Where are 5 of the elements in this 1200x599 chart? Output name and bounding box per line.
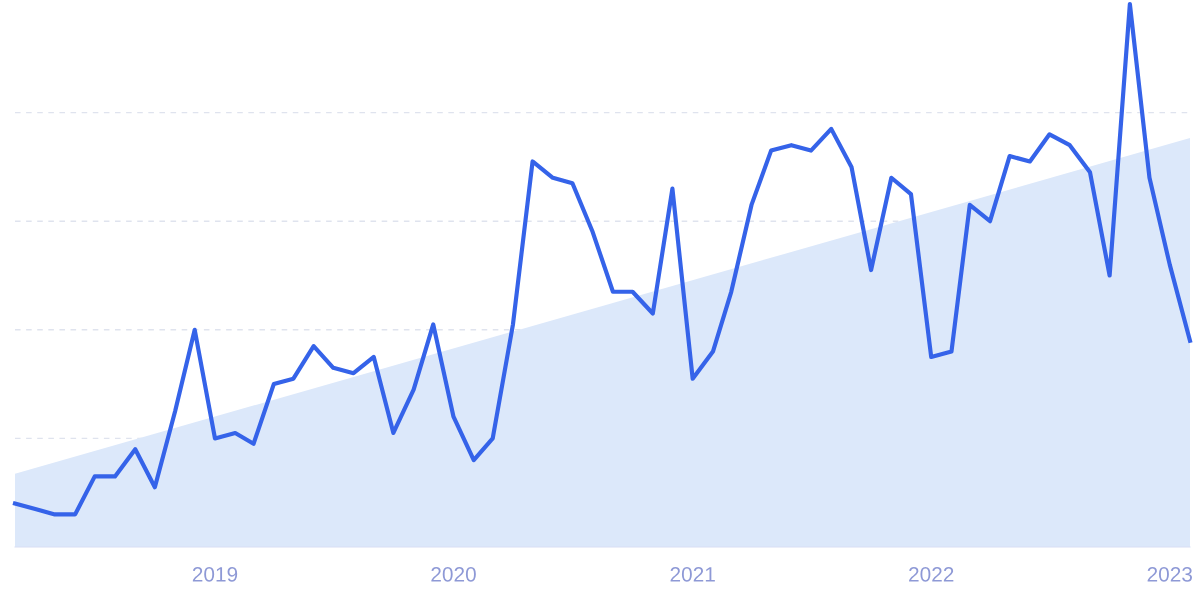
x-tick-label: 2021: [670, 566, 715, 582]
x-tick-label: 2023: [1147, 566, 1192, 582]
x-tick-label: 2022: [909, 566, 954, 582]
x-tick-label: 2020: [431, 566, 476, 582]
x-tick-label: 2019: [192, 566, 238, 582]
